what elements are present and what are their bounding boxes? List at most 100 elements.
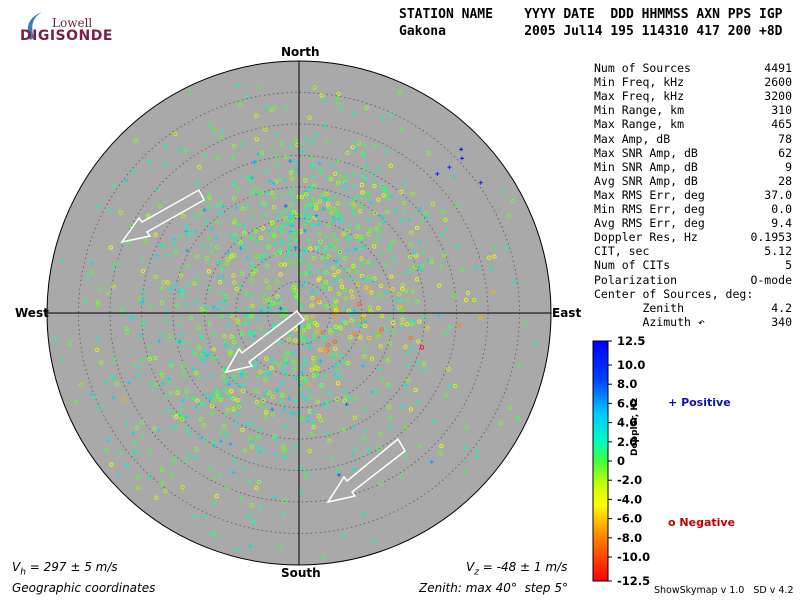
positive-point	[240, 142, 245, 147]
negative-point	[335, 201, 340, 206]
positive-point	[218, 212, 223, 217]
positive-point	[278, 210, 283, 215]
positive-point	[343, 389, 348, 394]
negative-point	[163, 488, 168, 494]
negative-point	[426, 151, 432, 156]
negative-point	[308, 202, 313, 208]
positive-point	[357, 224, 362, 229]
negative-point	[238, 102, 243, 107]
positive-point	[237, 83, 242, 88]
positive-point	[263, 168, 268, 173]
positive-point	[473, 265, 478, 270]
negative-point	[292, 138, 298, 143]
positive-point	[287, 396, 292, 401]
positive-point	[320, 196, 325, 201]
negative-point	[309, 367, 314, 372]
positive-point	[291, 411, 296, 416]
negative-point	[328, 330, 333, 335]
positive-point	[391, 257, 396, 262]
positive-point	[447, 165, 452, 170]
positive-point	[230, 156, 235, 161]
positive-point	[278, 177, 283, 182]
positive-point	[384, 290, 389, 295]
negative-point	[256, 479, 262, 485]
negative-point	[231, 273, 236, 278]
positive-point	[139, 300, 144, 305]
negative-point	[408, 407, 414, 412]
positive-point	[118, 450, 123, 455]
negative-point	[413, 387, 418, 393]
negative-point	[414, 277, 420, 282]
positive-point	[187, 340, 192, 345]
positive-point	[95, 337, 100, 342]
negative-point	[193, 370, 199, 376]
positive-point	[463, 469, 468, 474]
negative-point	[180, 485, 185, 490]
positive-point	[157, 188, 162, 193]
stat-label: Avg RMS Err, deg	[594, 216, 705, 231]
positive-point	[278, 306, 283, 311]
negative-point	[146, 213, 151, 218]
negative-point	[438, 450, 443, 456]
negative-point	[184, 388, 189, 394]
negative-point	[311, 361, 316, 366]
negative-point	[253, 268, 259, 273]
positive-point	[283, 363, 288, 368]
positive-point	[214, 204, 219, 209]
positive-point	[280, 193, 285, 198]
positive-point	[398, 473, 403, 478]
negative-point	[288, 260, 293, 265]
positive-point	[116, 473, 121, 478]
negative-point	[125, 329, 130, 335]
negative-point	[259, 189, 265, 195]
positive-point	[221, 204, 226, 209]
positive-point	[314, 213, 319, 218]
negative-point	[79, 382, 84, 387]
positive-point	[404, 298, 409, 303]
positive-point	[351, 466, 356, 471]
positive-point	[249, 237, 254, 242]
positive-point	[203, 392, 208, 397]
positive-point	[373, 143, 378, 148]
positive-point	[389, 243, 394, 248]
positive-point	[322, 248, 327, 253]
negative-point	[372, 276, 377, 281]
positive-point	[307, 341, 312, 346]
positive-point	[219, 292, 224, 297]
negative-point	[318, 417, 324, 423]
vh-symbol: V	[12, 560, 21, 574]
positive-point	[161, 381, 166, 386]
positive-point	[224, 486, 229, 491]
negative-point	[409, 321, 414, 326]
positive-point	[302, 228, 307, 233]
positive-point	[132, 168, 137, 173]
positive-point	[307, 346, 312, 351]
positive-point	[278, 399, 283, 404]
positive-point	[306, 414, 311, 419]
compass-north: North	[281, 45, 320, 59]
colorbar-tick-label: -8.0	[617, 531, 642, 545]
positive-point	[125, 422, 130, 427]
positive-point	[312, 337, 317, 342]
negative-point	[453, 383, 458, 389]
positive-point	[147, 476, 152, 481]
negative-point	[332, 206, 337, 211]
negative-point	[309, 432, 315, 437]
negative-point	[376, 305, 381, 311]
positive-point	[276, 297, 281, 302]
positive-point	[315, 289, 320, 294]
positive-point	[455, 244, 460, 249]
negative-point	[277, 362, 282, 368]
negative-point	[304, 315, 309, 320]
positive-point	[288, 145, 293, 150]
stat-label: Zenith	[594, 300, 685, 315]
positive-point	[258, 201, 263, 206]
positive-point	[219, 439, 224, 444]
negative-point	[218, 135, 224, 140]
positive-point	[417, 240, 422, 245]
positive-point	[292, 159, 297, 164]
negative-point	[210, 411, 215, 416]
positive-point	[201, 401, 206, 406]
negative-point	[231, 396, 236, 401]
negative-point	[206, 269, 212, 274]
